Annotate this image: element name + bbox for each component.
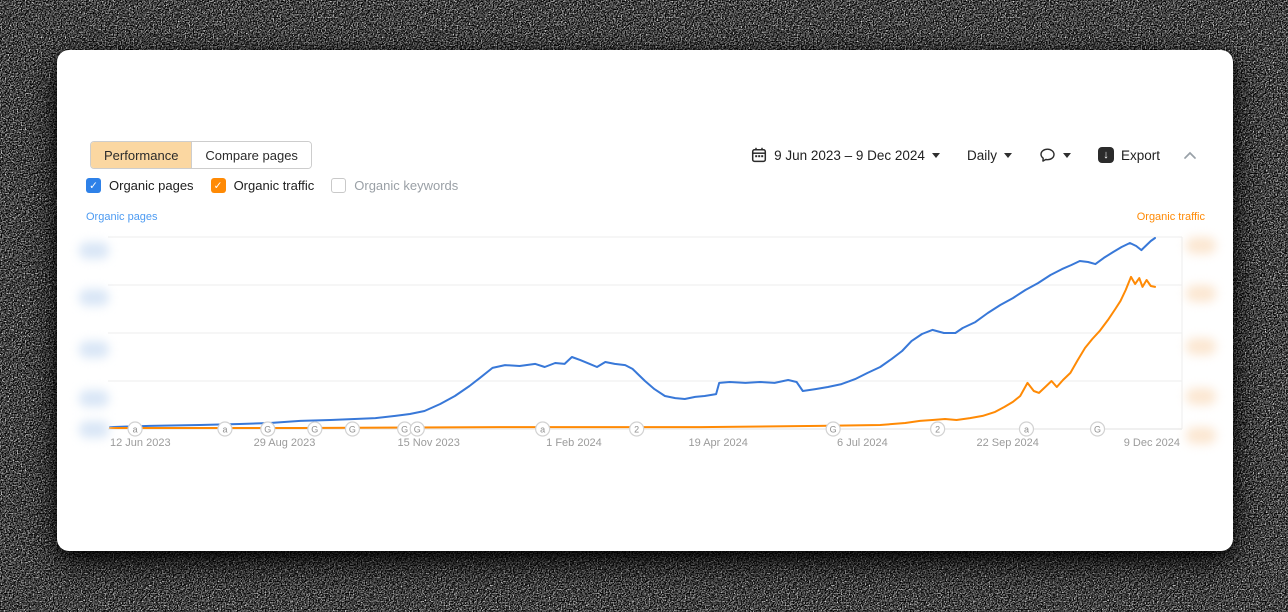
timeline-marker-letter: a bbox=[1024, 424, 1029, 434]
redacted-axis-value bbox=[79, 288, 109, 306]
timeline-marker-letter: G bbox=[830, 424, 837, 434]
granularity-value: Daily bbox=[966, 147, 997, 163]
x-axis-tick-label: 6 Jul 2024 bbox=[837, 437, 888, 449]
toggle-organic-keywords[interactable]: Organic keywords bbox=[331, 178, 458, 193]
redacted-axis-value bbox=[1186, 426, 1216, 444]
right-axis-title: Organic traffic bbox=[1136, 211, 1205, 223]
left-axis-title: Organic pages bbox=[86, 211, 158, 223]
timeline-marker-letter: G bbox=[311, 424, 318, 434]
tab-compare-pages[interactable]: Compare pages bbox=[191, 142, 311, 168]
x-axis-tick-label: 19 Apr 2024 bbox=[689, 437, 748, 449]
series-line-organic-traffic bbox=[109, 275, 1156, 429]
collapse-chart-button[interactable] bbox=[1183, 150, 1197, 161]
export-button[interactable]: Export bbox=[1097, 147, 1160, 163]
x-axis-tick-label: 12 Jun 2023 bbox=[110, 437, 171, 449]
toggle-organic-pages[interactable]: Organic pages bbox=[86, 178, 194, 193]
timeline-marker[interactable] bbox=[409, 421, 425, 437]
redacted-axis-value bbox=[79, 389, 109, 407]
timeline-marker-letter: G bbox=[349, 424, 356, 434]
timeline-marker[interactable] bbox=[1089, 421, 1106, 437]
redacted-axis-value bbox=[79, 241, 109, 259]
comment-icon bbox=[1040, 148, 1055, 162]
timeline-marker-letter: a bbox=[222, 424, 227, 434]
timeline-marker[interactable] bbox=[825, 421, 841, 437]
export-icon bbox=[1097, 147, 1114, 163]
redacted-axis-value bbox=[79, 340, 109, 358]
toggle-organic-traffic[interactable]: Organic traffic bbox=[210, 178, 315, 193]
chart-header-row: Performance Compare pages 9 Jun 2023 – 9… bbox=[90, 141, 1197, 169]
caret-down-icon bbox=[1062, 153, 1071, 158]
date-range-value: 9 Jun 2023 – 9 Dec 2024 bbox=[774, 147, 925, 163]
series-line-organic-pages bbox=[109, 237, 1156, 429]
x-axis-tick-label: 15 Nov 2023 bbox=[398, 437, 460, 449]
timeline-marker-letter: G bbox=[401, 424, 408, 434]
date-range-picker[interactable]: 9 Jun 2023 – 9 Dec 2024 bbox=[751, 147, 940, 163]
annotations-menu[interactable] bbox=[1039, 147, 1071, 164]
timeline-marker[interactable] bbox=[1018, 421, 1035, 437]
timeline-marker[interactable] bbox=[217, 421, 233, 437]
redacted-axis-value bbox=[1186, 236, 1216, 254]
checkbox-organic-keywords-icon[interactable] bbox=[331, 178, 347, 193]
checkbox-organic-pages-icon[interactable] bbox=[86, 178, 101, 193]
timeline-marker-letter: G bbox=[264, 424, 271, 434]
timeline-marker[interactable] bbox=[535, 421, 551, 437]
toggle-label: Organic pages bbox=[109, 178, 194, 193]
export-label: Export bbox=[1120, 147, 1160, 163]
timeline-marker-letter: a bbox=[133, 424, 138, 434]
axis-titles-row: Organic pages Organic traffic bbox=[86, 211, 1205, 223]
timeline-marker[interactable] bbox=[260, 421, 276, 437]
checkbox-organic-traffic-icon[interactable] bbox=[210, 178, 226, 193]
tab-performance[interactable]: Performance bbox=[91, 142, 192, 168]
redacted-axis-value bbox=[79, 420, 109, 438]
redacted-axis-value bbox=[1186, 387, 1216, 405]
x-axis-tick-label: 22 Sep 2024 bbox=[976, 437, 1038, 449]
x-axis-tick-label: 29 Aug 2023 bbox=[254, 437, 316, 449]
report-card: Performance Compare pages 9 Jun 2023 – 9… bbox=[57, 50, 1233, 551]
metric-toggles-row: Organic pages Organic traffic Organic ke… bbox=[86, 178, 458, 193]
granularity-select[interactable]: Daily bbox=[967, 148, 1012, 163]
timeline-marker[interactable] bbox=[307, 421, 323, 437]
chart-toolbar: 9 Jun 2023 – 9 Dec 2024 Daily Export bbox=[751, 147, 1197, 164]
timeline-marker[interactable] bbox=[629, 421, 645, 437]
calendar-icon bbox=[752, 147, 767, 163]
caret-down-icon bbox=[1003, 153, 1012, 158]
timeline-marker-letter: G bbox=[414, 424, 421, 434]
caret-down-icon bbox=[931, 153, 940, 158]
chevron-up-icon bbox=[1184, 151, 1196, 159]
toggle-label: Organic traffic bbox=[233, 178, 315, 193]
toggle-label: Organic keywords bbox=[354, 178, 459, 193]
timeline-marker[interactable] bbox=[930, 421, 946, 437]
timeline-marker-letter: a bbox=[540, 424, 545, 434]
view-tabs: Performance Compare pages bbox=[90, 141, 312, 169]
timeline-marker-letter: G bbox=[1094, 424, 1101, 434]
redacted-axis-value bbox=[1186, 284, 1216, 302]
timeline-marker[interactable] bbox=[344, 421, 361, 437]
timeline-marker-letter: 2 bbox=[935, 424, 940, 434]
timeline-marker[interactable] bbox=[127, 421, 143, 437]
x-axis-tick-label: 9 Dec 2024 bbox=[1124, 437, 1180, 449]
timeline-marker-letter: 2 bbox=[634, 424, 639, 434]
redacted-axis-value bbox=[1186, 337, 1216, 355]
x-axis-tick-label: 1 Feb 2024 bbox=[546, 437, 602, 449]
